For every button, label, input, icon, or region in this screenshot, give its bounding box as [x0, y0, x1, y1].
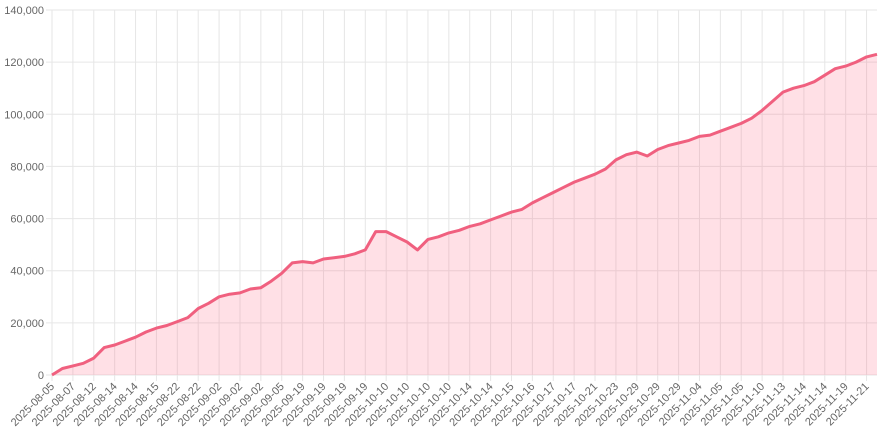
y-tick-label: 80,000: [10, 161, 44, 173]
area-fill: [52, 54, 877, 376]
line: [51, 52, 878, 377]
y-tick-label: 100,000: [4, 109, 44, 121]
y-tick-label: 0: [38, 370, 44, 382]
y-tick-label: 120,000: [4, 57, 44, 69]
y-tick-label: 60,000: [10, 214, 44, 226]
y-tick-label: 40,000: [10, 266, 44, 278]
y-tick-label: 140,000: [4, 5, 44, 17]
y-tick-label: 20,000: [10, 318, 44, 330]
